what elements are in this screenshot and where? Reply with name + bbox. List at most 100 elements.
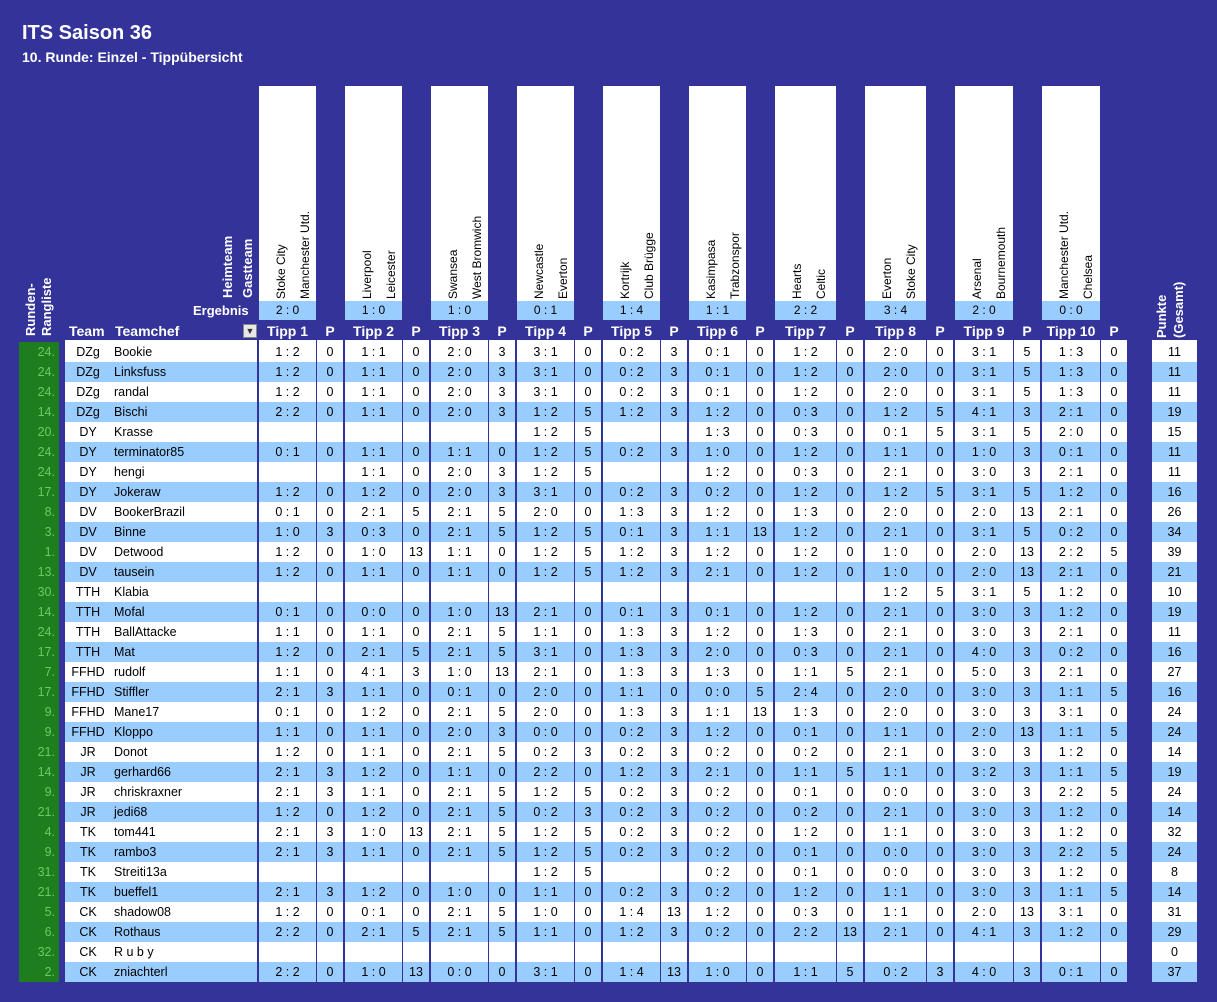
points-header: P: [583, 323, 593, 339]
tipp-cell: 1 : 1: [793, 965, 818, 979]
points-cell: 0: [1110, 745, 1118, 759]
tipp-cell: 1 : 1: [361, 565, 386, 579]
tipp-cell: 1 : 2: [705, 905, 730, 919]
tipp-cell: 1 : 3: [619, 665, 644, 679]
row-band: [661, 682, 687, 702]
teamchef-cell: Binne: [114, 525, 146, 539]
teamchef-cell: Bischi: [114, 405, 148, 419]
row-band: [661, 562, 687, 582]
tipp-cell: 2 : 1: [1058, 565, 1084, 579]
points-cell: 3: [584, 805, 592, 819]
row-band: [775, 882, 836, 902]
tipp-cell: 0 : 3: [361, 525, 386, 539]
tipp-cell: 2 : 0: [971, 725, 997, 739]
row-band: [927, 762, 953, 782]
row-band: [1014, 842, 1040, 862]
row-band: [747, 922, 773, 942]
tipp-cell: 2 : 1: [447, 825, 472, 839]
points-cell: 0: [584, 925, 592, 939]
row-band: [65, 642, 257, 662]
row-band: [689, 762, 746, 782]
tipp-cell: [345, 422, 402, 442]
tipp-cell: 0 : 2: [619, 805, 644, 819]
teamchef-cell: R u b y: [114, 945, 154, 959]
teamchef-cell: Krasse: [114, 425, 153, 439]
points-cell: 3: [670, 665, 678, 679]
row-band: [775, 562, 836, 582]
tipp-cell: [955, 942, 1013, 962]
tipp-cell: 2 : 1: [883, 625, 908, 639]
tipp-cell: 0 : 3: [793, 405, 818, 419]
tipp-cell: 1 : 1: [275, 725, 300, 739]
ergebnis-label: Ergebnis: [193, 303, 249, 318]
team-cell: FFHD: [71, 685, 105, 699]
team-cell: TTH: [75, 585, 101, 599]
rank-cell: 9.: [19, 782, 59, 802]
points-cell: 0: [936, 805, 944, 819]
row-band: [575, 442, 601, 462]
points-cell: 0: [1110, 805, 1118, 819]
row-band: [689, 522, 746, 542]
tipp-cell: 2 : 1: [447, 925, 472, 939]
team-cell: TK: [80, 825, 96, 839]
page-subtitle: 10. Runde: Einzel - Tippübersicht: [22, 49, 243, 65]
points-cell: 0: [326, 725, 334, 739]
tipp-cell: 2 : 2: [533, 765, 558, 779]
dropdown-filter-icon[interactable]: ▼: [243, 324, 257, 338]
tipp-cell: 3 : 0: [971, 785, 997, 799]
row-band: [1042, 802, 1100, 822]
points-cell: 0: [936, 385, 944, 399]
points-cell: 13: [1020, 565, 1034, 579]
row-band: [603, 362, 660, 382]
tipp-cell: 1 : 3: [619, 705, 644, 719]
tipp-cell: 0 : 2: [793, 745, 818, 759]
home-team-name: Stoke City: [274, 244, 288, 299]
row-band: [259, 402, 316, 422]
tipp-cell: 3 : 1: [533, 385, 558, 399]
row-band: [65, 842, 257, 862]
tipp-cell: 1 : 1: [447, 765, 472, 779]
points-cell: 0: [846, 625, 854, 639]
rank-cell: 1.: [19, 542, 59, 562]
tipp-header: Tipp 10: [1046, 323, 1096, 339]
tipp-cell: 2 : 0: [971, 505, 997, 519]
points-cell: [747, 942, 773, 962]
tipp-header: Tipp 7: [785, 323, 826, 339]
tipp-cell: 1 : 2: [883, 585, 908, 599]
tipp-cell: 1 : 1: [1058, 885, 1084, 899]
tipp-cell: [259, 582, 316, 602]
tipp-cell: 1 : 1: [883, 725, 908, 739]
points-cell: [661, 862, 687, 882]
points-cell: 0: [584, 505, 592, 519]
tipp-cell: 0 : 2: [533, 805, 558, 819]
points-cell: [661, 462, 687, 482]
row-band: [345, 882, 402, 902]
row-band: [431, 802, 488, 822]
tipp-cell: 3 : 0: [971, 825, 997, 839]
tipp-cell: 1 : 0: [705, 965, 730, 979]
points-cell: 5: [498, 525, 506, 539]
tipp-cell: 0 : 0: [533, 725, 558, 739]
row-band: [927, 842, 953, 862]
points-cell: 13: [1020, 505, 1034, 519]
points-cell: 3: [670, 705, 678, 719]
row-band: [259, 962, 316, 982]
tipp-header: Tipp 6: [697, 323, 738, 339]
match-header-box: [775, 86, 836, 301]
row-band: [1152, 682, 1197, 702]
row-band: [317, 802, 343, 822]
points-cell: 0: [756, 565, 764, 579]
points-cell: 0: [584, 645, 592, 659]
row-band: [431, 402, 488, 422]
points-cell: 0: [846, 405, 854, 419]
row-band: [317, 482, 343, 502]
row-band: [689, 362, 746, 382]
tipp-cell: 2 : 1: [533, 605, 558, 619]
points-cell: 0: [1110, 825, 1118, 839]
row-band: [775, 442, 836, 462]
points-cell: 0: [756, 845, 764, 859]
tipp-cell: 0 : 0: [705, 685, 730, 699]
home-team-name: Arsenal: [970, 258, 984, 299]
row-band: [837, 802, 863, 822]
points-cell: 5: [1110, 725, 1118, 739]
